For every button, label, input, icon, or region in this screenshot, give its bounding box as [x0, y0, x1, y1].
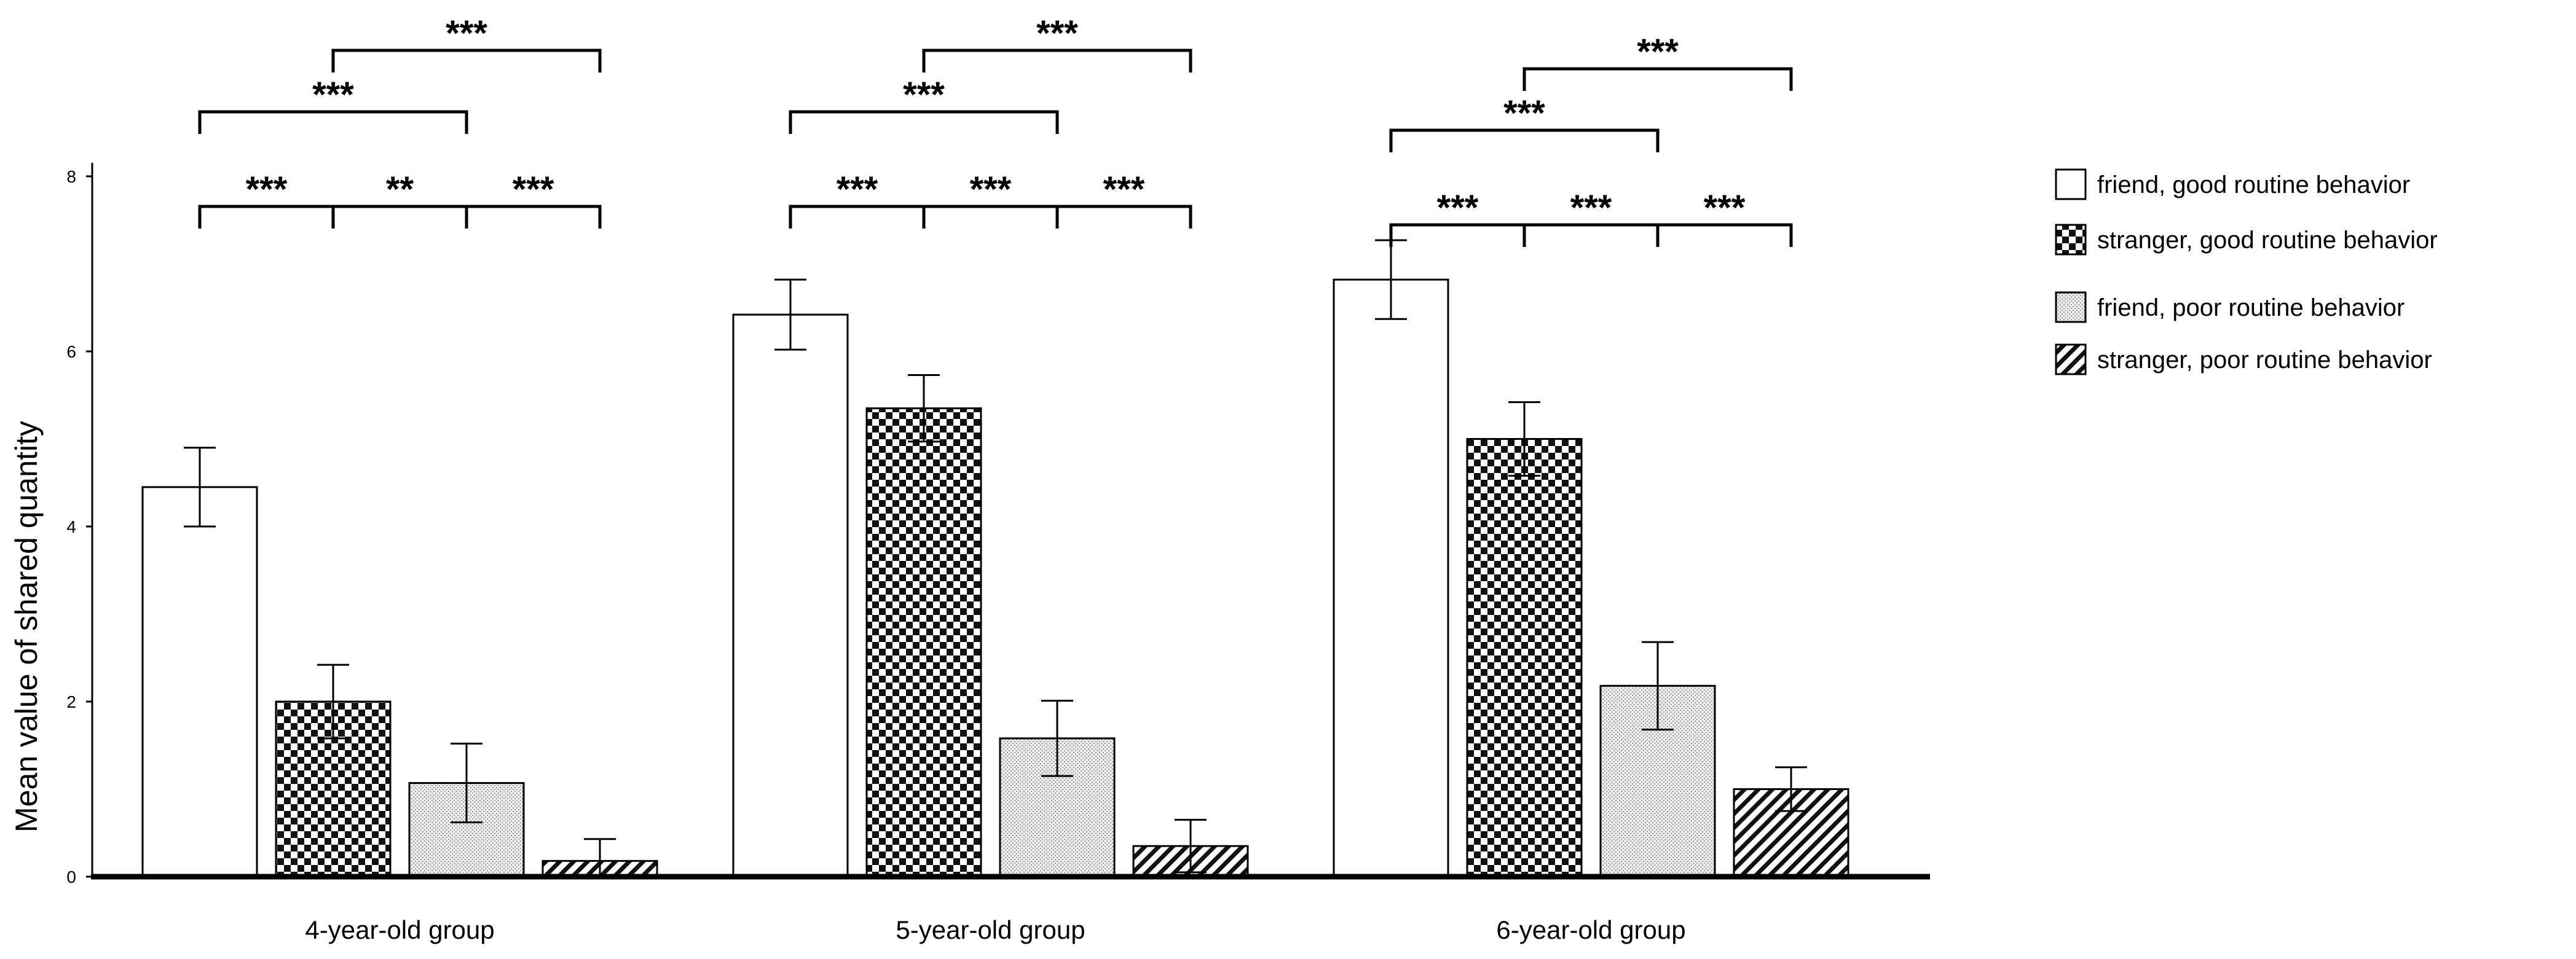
error-bars [184, 239, 1807, 878]
significance-label: ** [386, 170, 414, 209]
bar-plain-group-2 [732, 313, 849, 878]
significance-label: *** [1570, 188, 1612, 228]
significance-bracket: *** [1522, 188, 1660, 247]
error-bar [1175, 818, 1207, 874]
legend-item: stranger, good routine behavior [2055, 224, 2438, 256]
error-bar [908, 374, 940, 443]
significance-bracket: *** [1389, 188, 1526, 247]
x-category-label: 5-year-old group [896, 915, 1085, 944]
significance-bracket: *** [1522, 32, 1793, 91]
significance-label: *** [837, 170, 878, 209]
error-bar [451, 742, 483, 824]
x-category-label: 6-year-old group [1496, 915, 1685, 944]
error-bar [1775, 766, 1807, 812]
legend-swatch-dots [2055, 291, 2087, 323]
significance-label: *** [1036, 14, 1078, 53]
bar-plain-group-1 [141, 486, 258, 878]
significance-bracket: *** [198, 75, 468, 134]
error-bar [1508, 401, 1540, 477]
significance-bracket: *** [789, 75, 1059, 134]
significance-bracket: *** [1055, 170, 1192, 229]
significance-label: *** [312, 75, 354, 115]
significance-bracket: *** [922, 170, 1059, 229]
legend-item: friend, poor routine behavior [2055, 291, 2405, 323]
significance-label: *** [1437, 188, 1479, 228]
significance-label: *** [513, 170, 554, 209]
error-bar [1642, 641, 1674, 731]
bars [141, 278, 1849, 878]
significance-bracket: *** [465, 170, 602, 229]
significance-label: *** [1704, 188, 1746, 228]
error-bar [1041, 700, 1073, 777]
error-bar [317, 663, 349, 740]
y-axis-title: Mean value of shared quantity [9, 421, 44, 832]
significance-brackets: *** ** ************ *** ************ *** *****… [198, 14, 1793, 247]
legend-swatch-plain [2055, 168, 2087, 200]
y-tick-label: 8 [66, 167, 76, 186]
y-tick-label: 0 [66, 867, 76, 887]
legend-swatch-hatch [2055, 343, 2087, 375]
legend-label: friend, good routine behavior [2097, 171, 2410, 198]
significance-label: *** [903, 75, 945, 115]
x-axis-categories: 4-year-old group 5-year-old group 6-year-o… [305, 915, 1685, 944]
significance-label: *** [246, 170, 288, 209]
x-category-label: 4-year-old group [305, 915, 494, 944]
legend-item: friend, good routine behavior [2055, 168, 2410, 200]
legend-swatch-checker [2055, 224, 2087, 256]
error-bar [184, 447, 216, 528]
significance-bracket: *** [331, 14, 602, 72]
y-tick-label: 6 [66, 342, 76, 361]
bar-checker-group-3 [1466, 438, 1583, 878]
y-tick-label: 4 [66, 517, 76, 536]
legend: friend, good routine behavior stranger, g… [2055, 168, 2438, 375]
legend-item: stranger, poor routine behavior [2055, 343, 2432, 375]
significance-bracket: *** [1389, 93, 1660, 152]
significance-bracket: *** [922, 14, 1192, 72]
significance-bracket: *** [1656, 188, 1793, 247]
legend-label: friend, poor routine behavior [2097, 294, 2405, 321]
legend-label: stranger, poor routine behavior [2097, 346, 2432, 374]
significance-bracket: *** [198, 170, 335, 229]
y-axis: Mean value of shared quantity 0 2 4 6 8 [9, 163, 93, 887]
error-bar [774, 278, 806, 351]
significance-bracket: *** [789, 170, 926, 229]
significance-label: *** [1503, 93, 1545, 133]
significance-label: *** [1637, 32, 1679, 72]
y-tick-label: 2 [66, 692, 76, 711]
bar-checker-group-2 [865, 407, 982, 878]
significance-bracket: ** [331, 170, 468, 229]
significance-label: *** [970, 170, 1012, 209]
legend-label: stranger, good routine behavior [2097, 227, 2438, 254]
bar-plain-group-3 [1333, 278, 1449, 878]
significance-label: *** [446, 14, 487, 53]
significance-label: *** [1103, 170, 1145, 209]
